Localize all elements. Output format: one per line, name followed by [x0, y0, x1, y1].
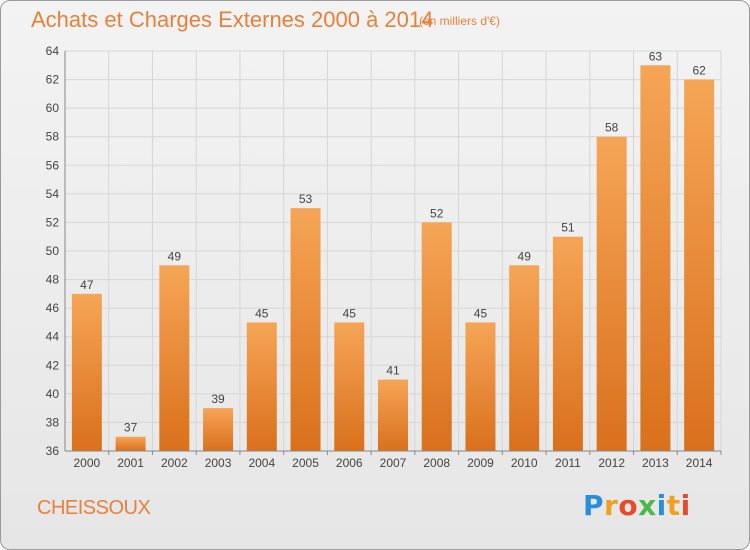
bar	[640, 65, 671, 452]
bar	[159, 265, 190, 451]
bar	[552, 236, 583, 451]
data-label: 37	[124, 421, 138, 435]
bar	[509, 265, 540, 451]
x-tick-label: 2008	[423, 456, 450, 470]
bar	[596, 136, 627, 451]
data-label: 63	[649, 49, 663, 63]
data-label: 45	[474, 306, 488, 320]
y-tick-label: 42	[46, 358, 60, 372]
y-tick-label: 36	[46, 444, 60, 458]
unit-note: (en milliers d'€)	[419, 14, 500, 28]
x-tick-label: 2003	[205, 456, 232, 470]
logo-letter: P	[583, 489, 605, 522]
commune-name: CHEISSOUX	[37, 497, 151, 519]
y-tick-label: 38	[46, 415, 60, 429]
logo-letter: i	[656, 489, 667, 522]
x-tick-label: 2011	[555, 456, 581, 470]
bar	[71, 293, 102, 451]
x-tick-label: 2006	[336, 456, 363, 470]
bar	[334, 322, 365, 451]
chart-title: Achats et Charges Externes 2000 à 2014	[31, 7, 434, 32]
x-tick-label: 2001	[117, 456, 144, 470]
x-tick-label: 2000	[74, 456, 101, 470]
x-tick-label: 2004	[248, 456, 275, 470]
bar	[378, 379, 408, 451]
y-tick-label: 58	[46, 130, 60, 144]
axes: 36 38 40 42 44 46 48 50 52 54 56 58 60 62 64 2000 2001 20…	[46, 44, 722, 470]
x-tick-label: 2009	[467, 456, 494, 470]
bars	[71, 65, 715, 452]
bar	[246, 322, 277, 451]
data-label: 41	[386, 364, 400, 378]
logo-letter: t	[666, 489, 681, 522]
y-tick-label: 48	[46, 273, 60, 287]
bar	[421, 222, 452, 451]
data-label: 58	[605, 121, 619, 135]
y-tick-label: 46	[46, 301, 60, 315]
data-label: 53	[299, 192, 313, 206]
bar	[684, 79, 715, 452]
data-label: 45	[255, 306, 269, 320]
x-tick-label: 2013	[642, 456, 669, 470]
data-label: 45	[343, 306, 357, 320]
y-tick-label: 44	[46, 330, 60, 344]
bar	[115, 436, 146, 451]
y-tick-label: 50	[46, 244, 60, 258]
data-label: 49	[518, 249, 532, 263]
bar	[203, 408, 234, 451]
data-label: 47	[80, 278, 94, 292]
logo-letter: i	[680, 489, 691, 522]
y-tick-label: 64	[46, 44, 60, 58]
bar	[290, 208, 321, 451]
y-tick-label: 62	[46, 73, 60, 87]
y-tick-label: 54	[46, 187, 60, 201]
x-tick-label: 2010	[511, 456, 538, 470]
y-tick-label: 40	[46, 387, 60, 401]
proxiti-logo: Proxiti	[583, 489, 691, 522]
x-tick-label: 2002	[161, 456, 188, 470]
x-tick-label: 2005	[292, 456, 319, 470]
data-label: 51	[561, 221, 575, 235]
data-labels: 47 37 49 39 45 53 45 41 52 45 49 51 58 63 62	[80, 49, 706, 434]
y-tick-label: 52	[46, 215, 60, 229]
logo-letter: x	[638, 489, 657, 522]
x-tick-label: 2007	[380, 456, 407, 470]
y-tick-label: 60	[46, 101, 60, 115]
data-label: 39	[211, 392, 225, 406]
bar	[465, 322, 496, 451]
x-tick-label: 2012	[598, 456, 625, 470]
data-label: 52	[430, 206, 444, 220]
data-label: 62	[692, 64, 706, 78]
logo-letter: o	[618, 489, 639, 522]
y-tick-label: 56	[46, 158, 60, 172]
x-tick-label: 2014	[686, 456, 713, 470]
data-label: 49	[168, 249, 182, 263]
logo-letter: r	[604, 489, 619, 522]
